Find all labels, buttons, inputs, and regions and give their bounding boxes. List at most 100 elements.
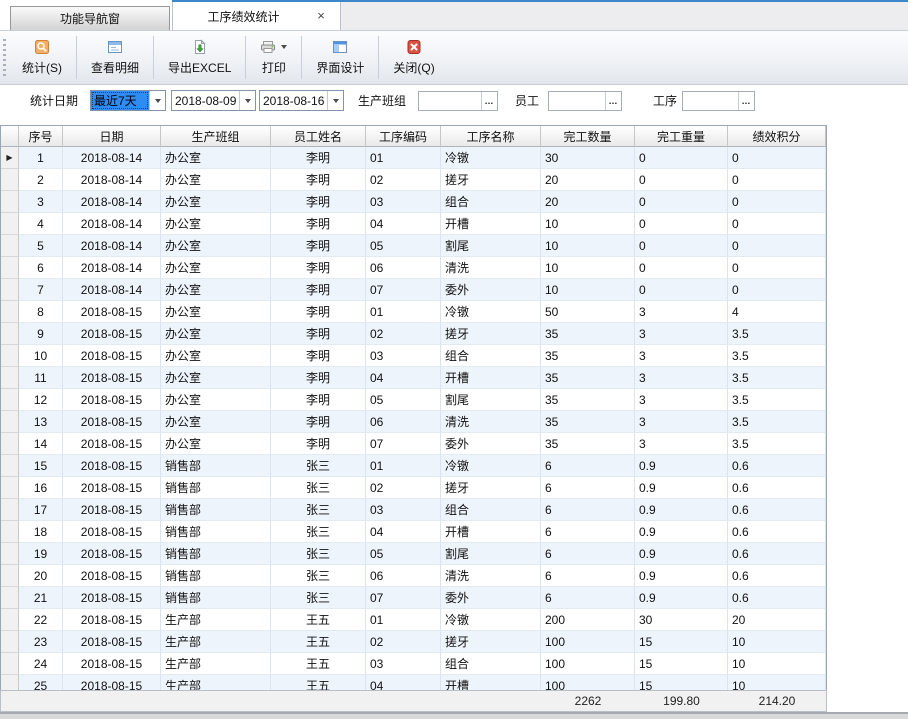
row-selector[interactable]: [1, 367, 19, 389]
table-row[interactable]: 14 2018-08-15 办公室 李明 07 委外 35 3 3.5: [1, 433, 826, 455]
row-selector[interactable]: [1, 455, 19, 477]
current-row-arrow-icon[interactable]: ▶: [1, 147, 19, 169]
footer-cell: [366, 691, 441, 711]
table-row[interactable]: 12 2018-08-15 办公室 李明 05 割尾 35 3 3.5: [1, 389, 826, 411]
table-row[interactable]: 25 2018-08-15 生产部 王五 04 开槽 100 15 10: [1, 675, 826, 690]
column-header[interactable]: 日期: [63, 126, 161, 147]
table-cell: 6: [541, 543, 635, 565]
table-row[interactable]: 22 2018-08-15 生产部 王五 01 冷镦 200 30 20: [1, 609, 826, 631]
employee-input[interactable]: [549, 92, 605, 110]
row-selector[interactable]: [1, 279, 19, 301]
date-to-picker[interactable]: 2018-08-16: [259, 90, 344, 111]
chevron-down-icon[interactable]: [149, 91, 165, 110]
table-row[interactable]: 13 2018-08-15 办公室 李明 06 清洗 35 3 3.5: [1, 411, 826, 433]
tab-process-performance[interactable]: 工序绩效统计 ×: [172, 2, 341, 30]
table-cell: 李明: [271, 257, 366, 279]
column-header[interactable]: 工序名称: [441, 126, 541, 147]
table-row[interactable]: 24 2018-08-15 生产部 王五 03 组合 100 15 10: [1, 653, 826, 675]
row-selector[interactable]: [1, 521, 19, 543]
table-row[interactable]: 23 2018-08-15 生产部 王五 02 搓牙 100 15 10: [1, 631, 826, 653]
column-header[interactable]: 完工数量: [541, 126, 635, 147]
table-row[interactable]: 4 2018-08-14 办公室 李明 04 开槽 10 0 0: [1, 213, 826, 235]
row-selector[interactable]: [1, 169, 19, 191]
row-selector[interactable]: [1, 499, 19, 521]
row-selector[interactable]: [1, 543, 19, 565]
column-header[interactable]: 完工重量: [635, 126, 728, 147]
table-row[interactable]: 11 2018-08-15 办公室 李明 04 开槽 35 3 3.5: [1, 367, 826, 389]
table-row[interactable]: 5 2018-08-14 办公室 李明 05 割尾 10 0 0: [1, 235, 826, 257]
table-cell: 销售部: [161, 543, 271, 565]
tab-function-navigator[interactable]: 功能导航窗: [10, 6, 170, 30]
ellipsis-browse-icon[interactable]: …: [481, 92, 497, 110]
row-selector[interactable]: [1, 235, 19, 257]
table-cell: 生产部: [161, 609, 271, 631]
table-row[interactable]: 6 2018-08-14 办公室 李明 06 清洗 10 0 0: [1, 257, 826, 279]
table-row[interactable]: ▶ 1 2018-08-14 办公室 李明 01 冷镦 30 0 0: [1, 147, 826, 169]
statistics-button[interactable]: 统计(S): [10, 31, 74, 84]
table-cell: 3: [635, 323, 728, 345]
column-header[interactable]: 员工姓名: [271, 126, 366, 147]
column-header[interactable]: 工序编码: [366, 126, 441, 147]
date-preset-combobox[interactable]: 最近7天: [90, 90, 166, 111]
table-cell: 15: [635, 653, 728, 675]
team-input[interactable]: [419, 92, 481, 110]
team-lookup-field[interactable]: …: [418, 91, 498, 111]
view-detail-button[interactable]: 查看明细: [79, 31, 151, 84]
table-row[interactable]: 10 2018-08-15 办公室 李明 03 组合 35 3 3.5: [1, 345, 826, 367]
chevron-down-icon[interactable]: [239, 91, 255, 110]
table-row[interactable]: 7 2018-08-14 办公室 李明 07 委外 10 0 0: [1, 279, 826, 301]
process-lookup-field[interactable]: …: [682, 91, 755, 111]
row-selector[interactable]: [1, 389, 19, 411]
table-row[interactable]: 21 2018-08-15 销售部 张三 07 委外 6 0.9 0.6: [1, 587, 826, 609]
table-cell: 搓牙: [441, 323, 541, 345]
column-header[interactable]: 绩效积分: [728, 126, 826, 147]
column-header[interactable]: 生产班组: [161, 126, 271, 147]
row-selector[interactable]: [1, 653, 19, 675]
export-excel-button[interactable]: 导出EXCEL: [156, 31, 243, 84]
table-row[interactable]: 3 2018-08-14 办公室 李明 03 组合 20 0 0: [1, 191, 826, 213]
ui-design-button[interactable]: 界面设计: [304, 31, 376, 84]
close-button[interactable]: 关闭(Q): [381, 31, 446, 84]
process-input[interactable]: [683, 92, 738, 110]
table-row[interactable]: 20 2018-08-15 销售部 张三 06 清洗 6 0.9 0.6: [1, 565, 826, 587]
row-selector[interactable]: [1, 631, 19, 653]
toolbar-grip[interactable]: [3, 39, 6, 77]
chevron-down-icon[interactable]: [327, 91, 343, 110]
table-cell: 清洗: [441, 257, 541, 279]
table-row[interactable]: 15 2018-08-15 销售部 张三 01 冷镦 6 0.9 0.6: [1, 455, 826, 477]
row-selector[interactable]: [1, 675, 19, 690]
row-selector[interactable]: [1, 433, 19, 455]
table-cell: 24: [19, 653, 63, 675]
row-selector[interactable]: [1, 587, 19, 609]
ellipsis-browse-icon[interactable]: …: [605, 92, 621, 110]
row-selector[interactable]: [1, 323, 19, 345]
table-cell: 委外: [441, 587, 541, 609]
table-row[interactable]: 9 2018-08-15 办公室 李明 02 搓牙 35 3 3.5: [1, 323, 826, 345]
row-selector[interactable]: [1, 345, 19, 367]
table-row[interactable]: 17 2018-08-15 销售部 张三 03 组合 6 0.9 0.6: [1, 499, 826, 521]
column-header[interactable]: 序号: [19, 126, 63, 147]
footer-cell: [271, 691, 366, 711]
table-row[interactable]: 2 2018-08-14 办公室 李明 02 搓牙 20 0 0: [1, 169, 826, 191]
table-cell: 06: [366, 257, 441, 279]
row-selector[interactable]: [1, 477, 19, 499]
table-cell: 19: [19, 543, 63, 565]
row-selector[interactable]: [1, 565, 19, 587]
employee-lookup-field[interactable]: …: [548, 91, 622, 111]
ellipsis-browse-icon[interactable]: …: [738, 92, 754, 110]
row-selector[interactable]: [1, 191, 19, 213]
row-selector[interactable]: [1, 411, 19, 433]
table-cell: 15: [635, 631, 728, 653]
print-button[interactable]: 打印: [248, 31, 299, 84]
table-row[interactable]: 18 2018-08-15 销售部 张三 04 开槽 6 0.9 0.6: [1, 521, 826, 543]
row-selector[interactable]: [1, 301, 19, 323]
table-row[interactable]: 19 2018-08-15 销售部 张三 05 割尾 6 0.9 0.6: [1, 543, 826, 565]
tab-close-icon[interactable]: ×: [317, 7, 325, 23]
date-from-picker[interactable]: 2018-08-09: [171, 90, 256, 111]
row-selector[interactable]: [1, 213, 19, 235]
row-selector[interactable]: [1, 257, 19, 279]
chevron-down-icon[interactable]: [281, 45, 288, 49]
table-row[interactable]: 16 2018-08-15 销售部 张三 02 搓牙 6 0.9 0.6: [1, 477, 826, 499]
table-row[interactable]: 8 2018-08-15 办公室 李明 01 冷镦 50 3 4: [1, 301, 826, 323]
row-selector[interactable]: [1, 609, 19, 631]
